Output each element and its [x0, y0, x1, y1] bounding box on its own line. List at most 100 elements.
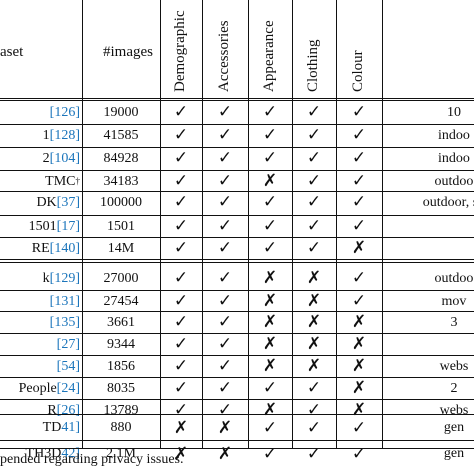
check-mark-icon: ✓: [217, 148, 233, 168]
check-mark-icon: ✓: [217, 356, 233, 376]
citation-link[interactable]: 42]: [61, 446, 80, 461]
notes-cell: indoo: [438, 150, 470, 166]
check-mark-icon: ✓: [217, 291, 233, 311]
dataset-name: RE: [31, 240, 50, 256]
dataset-name-cell: R [26]: [0, 400, 80, 421]
image-count: 41585: [103, 127, 139, 143]
dataset-name: TH3D: [25, 446, 62, 461]
dataset-name: TD: [42, 420, 62, 435]
check-mark-icon: ✓: [173, 171, 189, 191]
check-mark-icon: ✓: [173, 291, 189, 311]
notes-cell: 10: [447, 104, 461, 120]
citation-link[interactable]: [129]: [49, 270, 80, 286]
notes-cell: outdoo: [434, 173, 474, 189]
dataset-name-cell: [126]: [0, 102, 80, 123]
dataset-name-cell: 1 [128]: [0, 125, 80, 146]
notes-cell: 3: [450, 314, 458, 330]
check-mark-icon: ✓: [217, 102, 233, 122]
row-rule: [0, 333, 474, 334]
dataset-column-header: aset: [0, 44, 24, 60]
check-mark-icon: ✓: [262, 443, 278, 464]
check-mark-icon: ✓: [262, 125, 278, 145]
image-count: 8035: [107, 380, 135, 396]
dataset-name: People: [18, 380, 57, 396]
column-rule: [248, 0, 249, 448]
group-rule-double: [0, 262, 474, 263]
citation-link[interactable]: [140]: [49, 240, 80, 256]
cross-mark-icon: ✗: [351, 356, 367, 376]
image-count: 1856: [107, 358, 135, 374]
citation-link[interactable]: [104]: [49, 150, 80, 166]
citation-link[interactable]: [128]: [49, 127, 80, 143]
row-rule: [0, 290, 474, 291]
dataset-name: k: [42, 270, 50, 286]
dataset-name: 2: [42, 150, 50, 166]
check-mark-icon: ✓: [351, 443, 367, 464]
group-rule: [0, 414, 474, 415]
citation-link[interactable]: 41]: [61, 420, 80, 435]
check-mark-icon: ✓: [173, 312, 189, 332]
check-mark-icon: ✓: [217, 216, 233, 236]
row-rule: [0, 399, 474, 400]
check-mark-icon: ✓: [306, 171, 322, 191]
check-mark-icon: ✓: [262, 192, 278, 212]
citation-link[interactable]: [27]: [56, 336, 80, 352]
dataset-name-cell: DK [37]: [0, 192, 80, 213]
cross-mark-icon: ✗: [262, 334, 278, 354]
check-mark-icon: ✓: [306, 378, 322, 398]
dataset-name-cell: [54]: [0, 356, 80, 377]
check-mark-icon: ✓: [217, 171, 233, 191]
citation-link[interactable]: [131]: [49, 293, 80, 309]
notes-cell: indoo: [438, 127, 470, 143]
image-count: 27454: [103, 293, 139, 309]
check-mark-icon: ✓: [173, 192, 189, 212]
cross-mark-icon: ✗: [306, 356, 322, 376]
citation-link[interactable]: [17]: [56, 218, 80, 234]
check-mark-icon: ✓: [306, 238, 322, 258]
attribute-header-colour: Colour: [350, 50, 366, 92]
check-mark-icon: ✓: [306, 125, 322, 145]
attribute-header-accessories: Accessories: [216, 20, 232, 92]
check-mark-icon: ✓: [262, 102, 278, 122]
notes-cell: webs: [439, 358, 469, 374]
cross-mark-icon: ✗: [262, 312, 278, 332]
check-mark-icon: ✓: [306, 216, 322, 236]
cross-mark-icon: ✗: [173, 417, 189, 438]
attribute-header-demographic: Demographic: [172, 10, 188, 92]
citation-link[interactable]: [37]: [56, 194, 80, 210]
notes-cell: outdoo: [434, 270, 474, 286]
dataset-name: R: [47, 402, 57, 418]
column-rule: [382, 0, 383, 448]
cross-mark-icon: ✗: [262, 268, 278, 288]
dataset-name-cell: TD 41]: [0, 415, 80, 441]
dataset-name-cell: 1501 [17]: [0, 216, 80, 237]
image-count: 13789: [103, 402, 139, 418]
images-column-header: #images: [103, 44, 153, 60]
image-count: 3661: [107, 314, 135, 330]
check-mark-icon: ✓: [351, 125, 367, 145]
citation-link[interactable]: [24]: [56, 380, 80, 396]
citation-link[interactable]: [54]: [56, 358, 80, 374]
cross-mark-icon: ✗: [217, 443, 233, 464]
citation-link[interactable]: [126]: [49, 104, 80, 120]
citation-link[interactable]: [135]: [49, 314, 80, 330]
row-rule: [0, 311, 474, 312]
row-rule: [0, 170, 474, 171]
dataset-name-cell: People [24]: [0, 378, 80, 399]
dataset-name: TMC: [45, 173, 76, 189]
notes-cell: [388, 334, 474, 355]
image-count: 1501: [107, 218, 135, 234]
check-mark-icon: ✓: [351, 171, 367, 191]
column-rule: [160, 0, 161, 448]
check-mark-icon: ✓: [262, 378, 278, 398]
check-mark-icon: ✓: [173, 125, 189, 145]
cross-mark-icon: ✗: [306, 268, 322, 288]
image-count: 34183: [103, 173, 139, 189]
dataset-name-cell: 2 [104]: [0, 148, 80, 169]
dataset-name-cell: TH3D 42]: [0, 441, 80, 467]
citation-link[interactable]: [26]: [56, 402, 80, 418]
cross-mark-icon: ✗: [173, 443, 189, 464]
check-mark-icon: ✓: [217, 312, 233, 332]
notes-cell: [388, 216, 474, 237]
cross-mark-icon: ✗: [262, 291, 278, 311]
